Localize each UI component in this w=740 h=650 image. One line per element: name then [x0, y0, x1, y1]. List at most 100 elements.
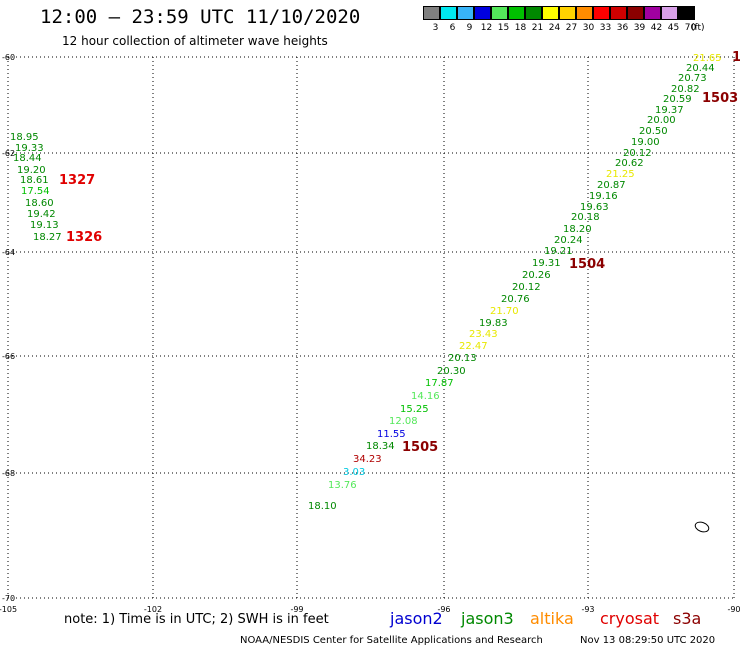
- scale-swatch: [627, 6, 644, 20]
- scale-label: 15: [497, 23, 510, 33]
- wave-height-label: 20.00: [647, 115, 676, 126]
- pass-time-label: 1326: [66, 230, 102, 245]
- scale-swatch: [457, 6, 474, 20]
- wave-height-label: 19.21: [544, 246, 573, 257]
- pass-time-label: 1504: [569, 257, 605, 272]
- units-note: note: 1) Time is in UTC; 2) SWH is in fe…: [64, 612, 329, 627]
- wave-height-label: 11.55: [377, 429, 406, 440]
- scale-label: 39: [633, 23, 646, 33]
- scale-label: 33: [599, 23, 612, 33]
- scale-swatch: [644, 6, 661, 20]
- wave-height-label: 20.82: [671, 84, 700, 95]
- wave-height-label: 19.00: [631, 137, 660, 148]
- credit-footer: NOAA/NESDIS Center for Satellite Applica…: [240, 635, 543, 646]
- wave-height-label: 18.60: [25, 198, 54, 209]
- wave-height-label: 20.18: [571, 212, 600, 223]
- scale-label: 45: [667, 23, 680, 33]
- wave-height-label: 17.87: [425, 378, 454, 389]
- lon-label: -90: [727, 605, 740, 614]
- wave-height-label: 18.34: [366, 441, 395, 452]
- lat-label: -64: [2, 248, 15, 257]
- lat-label: -60: [2, 53, 15, 62]
- lon-label: -105: [0, 605, 17, 614]
- wave-height-label: 34.23: [353, 454, 382, 465]
- lon-label: -93: [581, 605, 594, 614]
- wave-height-label: 21.70: [490, 306, 519, 317]
- wave-height-label: 21.65: [693, 53, 722, 64]
- wave-height-label: 19.42: [27, 209, 56, 220]
- wave-height-label: 18.44: [13, 153, 42, 164]
- scale-label: 3: [432, 23, 439, 33]
- wave-height-label: 3.03: [343, 467, 365, 478]
- wave-height-label: 14.16: [411, 391, 440, 402]
- wave-height-label: 12.08: [389, 416, 418, 427]
- wave-height-label: 18.10: [308, 501, 337, 512]
- wave-height-label: 18.20: [563, 224, 592, 235]
- scale-label: 27: [565, 23, 578, 33]
- wave-height-label: 20.44: [686, 63, 715, 74]
- pass-time-label: 1505: [402, 440, 438, 455]
- scale-swatch: [474, 6, 491, 20]
- wave-height-label: 20.62: [615, 158, 644, 169]
- scale-swatch: [576, 6, 593, 20]
- scale-swatch: [610, 6, 627, 20]
- wave-height-label: 20.12: [623, 148, 652, 159]
- scale-swatch: [542, 6, 559, 20]
- lon-label: -102: [144, 605, 162, 614]
- wave-height-label: 19.13: [30, 220, 59, 231]
- wave-height-label: 19.63: [580, 202, 609, 213]
- scale-swatch: [559, 6, 576, 20]
- scale-swatch: [661, 6, 678, 20]
- lat-label: -66: [2, 352, 15, 361]
- lat-label: -70: [2, 594, 15, 603]
- wave-height-label: 19.16: [589, 191, 618, 202]
- wave-height-label: 21.25: [606, 169, 635, 180]
- satellite-legend-item: s3a: [673, 609, 702, 628]
- satellite-legend-item: jason2: [390, 609, 443, 628]
- wave-height-label: 20.73: [678, 73, 707, 84]
- island-outline: [694, 521, 710, 533]
- scale-swatch: [440, 6, 457, 20]
- scale-label: 42: [650, 23, 663, 33]
- wave-height-label: 19.31: [532, 258, 561, 269]
- wave-height-label: 20.87: [597, 180, 626, 191]
- lat-label: -68: [2, 469, 15, 478]
- wave-height-label: 20.12: [512, 282, 541, 293]
- pass-time-label: 1327: [59, 173, 95, 188]
- pass-time-label: 1503: [702, 91, 738, 106]
- lon-label: -96: [437, 605, 450, 614]
- wave-height-label: 20.59: [663, 94, 692, 105]
- scale-label: 21: [531, 23, 544, 33]
- map-title: 12:00 – 23:59 UTC 11/10/2020: [40, 6, 361, 28]
- wave-height-label: 20.26: [522, 270, 551, 281]
- scale-label: 18: [514, 23, 527, 33]
- satellite-legend-item: altika: [530, 609, 574, 628]
- wave-height-label: 15.25: [400, 404, 429, 415]
- satellite-legend-item: jason3: [461, 609, 514, 628]
- pass-time-label: 1: [732, 50, 740, 65]
- map-subtitle: 12 hour collection of altimeter wave hei…: [62, 34, 328, 48]
- wave-height-label: 19.37: [655, 105, 684, 116]
- scale-label: 12: [480, 23, 493, 33]
- generated-timestamp: Nov 13 08:29:50 UTC 2020: [580, 635, 716, 646]
- wave-height-label: 13.76: [328, 480, 357, 491]
- scale-swatch: [525, 6, 542, 20]
- scale-swatch: [508, 6, 525, 20]
- wave-height-label: 18.95: [10, 132, 39, 143]
- wave-height-label: 18.61: [20, 175, 49, 186]
- wave-height-label: 22.47: [459, 341, 488, 352]
- lon-label: -99: [290, 605, 303, 614]
- scale-swatch: [423, 6, 440, 20]
- wave-height-label: 19.20: [17, 165, 46, 176]
- scale-swatch: [491, 6, 508, 20]
- wave-height-label: 20.76: [501, 294, 530, 305]
- scale-label: 24: [548, 23, 561, 33]
- lat-label: -62: [2, 149, 15, 158]
- wave-height-label: 20.13: [448, 353, 477, 364]
- scale-unit: (ft): [691, 23, 705, 33]
- wave-height-label: 19.83: [479, 318, 508, 329]
- scale-label: 70: [684, 23, 697, 33]
- wave-height-label: 18.27: [33, 232, 62, 243]
- wave-height-label: 20.24: [554, 235, 583, 246]
